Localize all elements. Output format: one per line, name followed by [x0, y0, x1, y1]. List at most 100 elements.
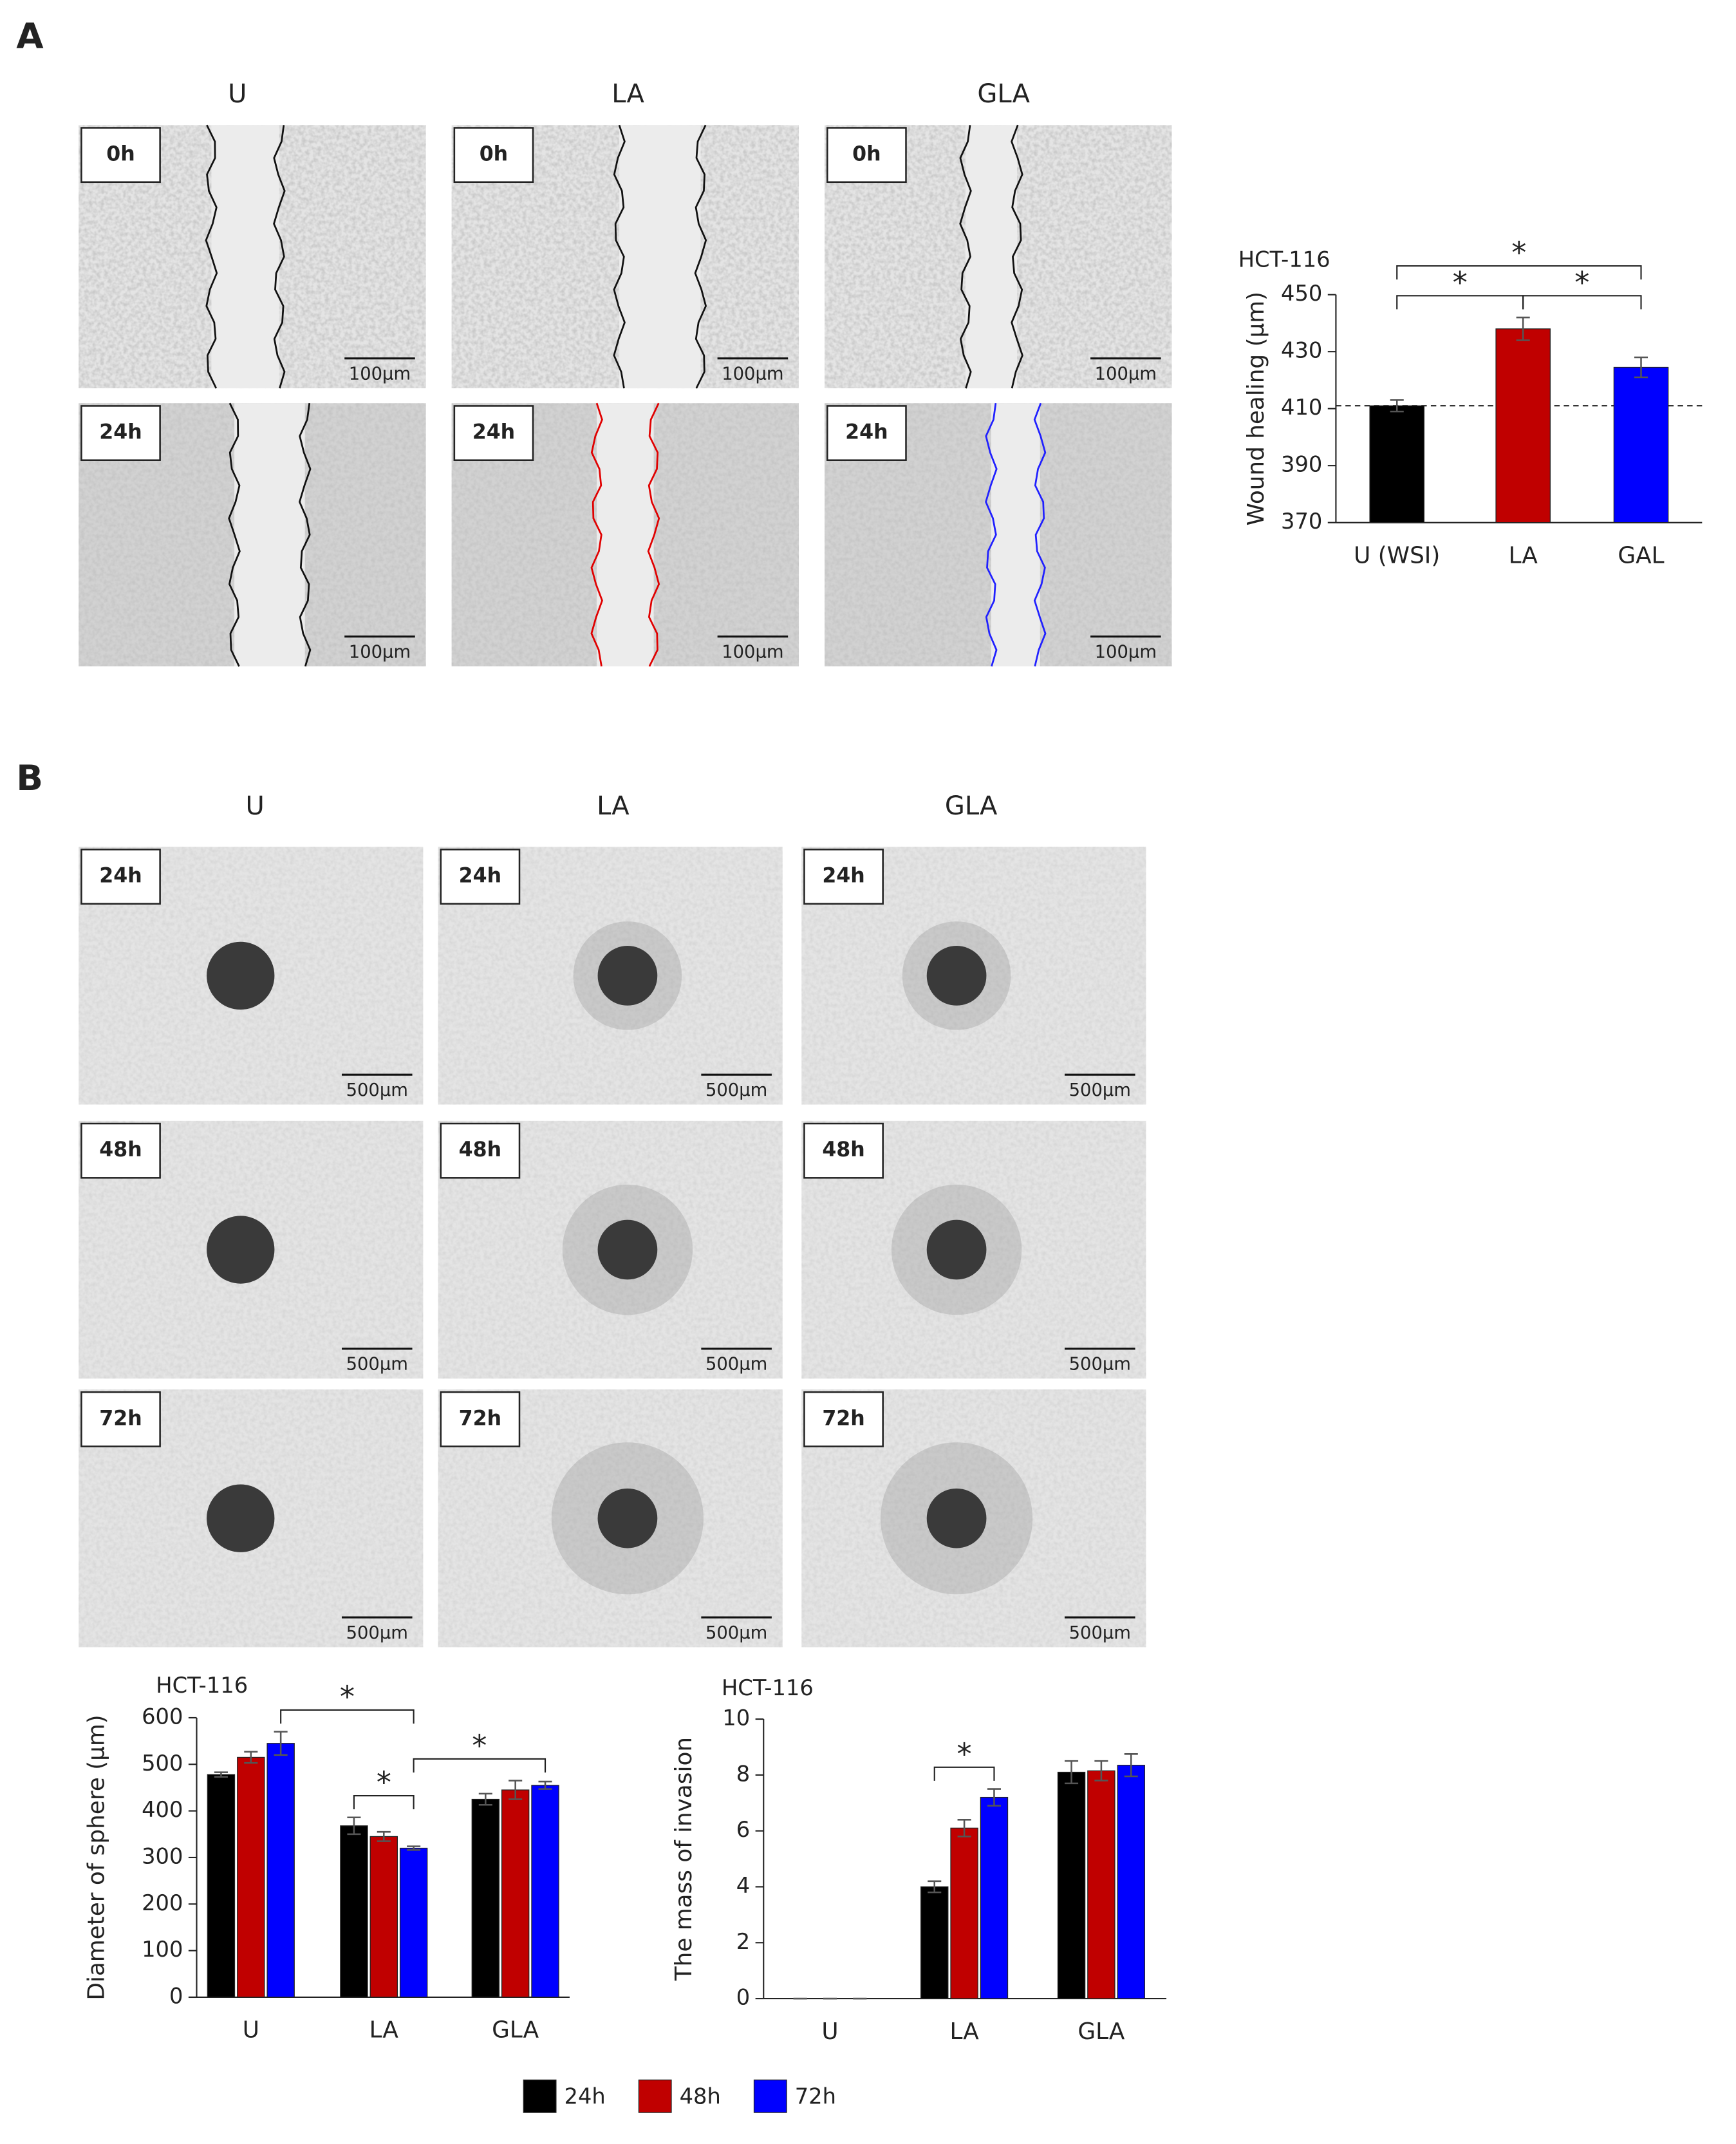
x-tick-label: U (WSI)	[1354, 542, 1440, 569]
wound-gap	[965, 125, 1018, 389]
y-tick-label: 370	[1281, 509, 1322, 534]
significance-bracket	[1396, 265, 1642, 280]
error-bar	[928, 1880, 942, 1894]
micrograph: 24h 500μm	[801, 847, 1146, 1105]
bar	[237, 1756, 265, 1998]
scale-bar-label: 100μm	[1095, 642, 1157, 662]
scale-bar-label: 500μm	[346, 1355, 408, 1375]
micrograph: 48h 500μm	[438, 1120, 783, 1379]
x-tick-label: GAL	[1618, 542, 1664, 569]
error-bar	[347, 1816, 361, 1836]
error-bar	[509, 1780, 523, 1800]
x-tick-label: LA	[949, 2018, 979, 2045]
scale-bar-label: 500μm	[1069, 1080, 1131, 1100]
time-label-box	[80, 1391, 161, 1447]
time-label-box	[440, 849, 521, 905]
error-bar	[987, 1788, 1001, 1807]
column-header: GLA	[977, 79, 1030, 109]
time-label: 24h	[845, 421, 888, 444]
scale-bar-label: 500μm	[1069, 1623, 1131, 1643]
legend-swatch	[523, 2079, 557, 2113]
time-label-box	[826, 405, 907, 461]
bar	[399, 1847, 428, 1998]
time-label: 48h	[99, 1138, 142, 1161]
panel-label: A	[16, 15, 44, 57]
micrograph: 24h 500μm	[79, 847, 424, 1105]
spheroid	[207, 1216, 275, 1284]
significance-label: *	[1453, 265, 1468, 300]
significance-label: *	[340, 1680, 355, 1715]
micrograph: 48h 500μm	[801, 1120, 1146, 1379]
time-label-box	[440, 1391, 521, 1447]
time-label: 48h	[822, 1138, 864, 1161]
y-tick-label: 0	[169, 1983, 183, 2008]
time-label-box	[80, 1122, 161, 1179]
significance-label: *	[377, 1765, 391, 1800]
time-label: 72h	[99, 1407, 142, 1430]
panel-label: B	[16, 757, 43, 798]
scale-bar-label: 500μm	[346, 1080, 408, 1100]
bar	[207, 1774, 236, 1998]
significance-bracket	[280, 1709, 415, 1724]
bar	[920, 1886, 949, 1999]
x-tick-label: GLA	[1078, 2018, 1125, 2045]
legend-swatch	[753, 2079, 787, 2113]
scale-bar-label: 500μm	[705, 1355, 767, 1375]
wound-gap	[211, 125, 279, 389]
scale-bar-label: 100μm	[1095, 364, 1157, 384]
bar	[369, 1836, 398, 1998]
time-label-box	[453, 405, 534, 461]
bar	[340, 1825, 368, 1998]
column-header: GLA	[945, 791, 998, 821]
legend-label: 72h	[795, 2083, 836, 2109]
x-tick-label: U	[243, 2017, 259, 2044]
error-bar	[377, 1830, 391, 1842]
time-label: 0h	[480, 143, 508, 166]
micrograph: 24h 100μm	[451, 402, 799, 667]
y-tick-label: 500	[142, 1751, 183, 1776]
scale-bar-label: 100μm	[722, 364, 783, 384]
error-bar	[407, 1845, 421, 1851]
y-tick-label: 100	[142, 1937, 183, 1962]
micrograph: 72h 500μm	[438, 1389, 783, 1648]
y-tick-label: 300	[142, 1843, 183, 1868]
micrograph: 0h 100μm	[79, 124, 426, 389]
spheroid	[926, 1488, 987, 1548]
column-header: U	[245, 791, 264, 821]
bar	[980, 1796, 1009, 1999]
column-header: LA	[611, 79, 644, 109]
micrograph: 24h 100μm	[79, 402, 426, 667]
scale-bar-label: 100μm	[349, 642, 411, 662]
wound-edge	[985, 403, 998, 667]
spheroid	[597, 946, 658, 1006]
y-tick-label: 10	[722, 1706, 750, 1731]
wound-gap	[234, 403, 305, 666]
legend-label: 48h	[680, 2083, 721, 2109]
bar	[1495, 328, 1551, 523]
time-label: 24h	[472, 421, 515, 444]
micrograph: 24h 500μm	[438, 847, 783, 1105]
error-bar	[214, 1771, 228, 1778]
error-bar	[538, 1780, 552, 1790]
y-tick-label: 2	[736, 1929, 750, 1954]
error-bar	[478, 1792, 492, 1806]
scale-bar-label: 100μm	[349, 364, 411, 384]
wound-gap	[597, 403, 654, 666]
time-label: 24h	[459, 865, 501, 888]
wound-edge	[273, 125, 286, 389]
bar	[531, 1785, 559, 1998]
time-label: 72h	[822, 1407, 864, 1430]
wound-edge	[1011, 124, 1023, 389]
wound-edge	[1033, 402, 1047, 667]
scale-bar-label: 500μm	[705, 1623, 767, 1643]
x-tick-label: GLA	[492, 2017, 539, 2044]
micrograph: 24h 100μm	[825, 402, 1172, 667]
time-label: 24h	[99, 865, 142, 888]
micrograph: 48h 500μm	[79, 1120, 424, 1379]
y-axis-label: The mass of invasion	[671, 1737, 697, 1981]
error-bar	[274, 1731, 288, 1756]
scale-bar-label: 500μm	[1069, 1355, 1131, 1375]
spheroid	[207, 1484, 275, 1552]
time-label-box	[803, 1122, 884, 1179]
